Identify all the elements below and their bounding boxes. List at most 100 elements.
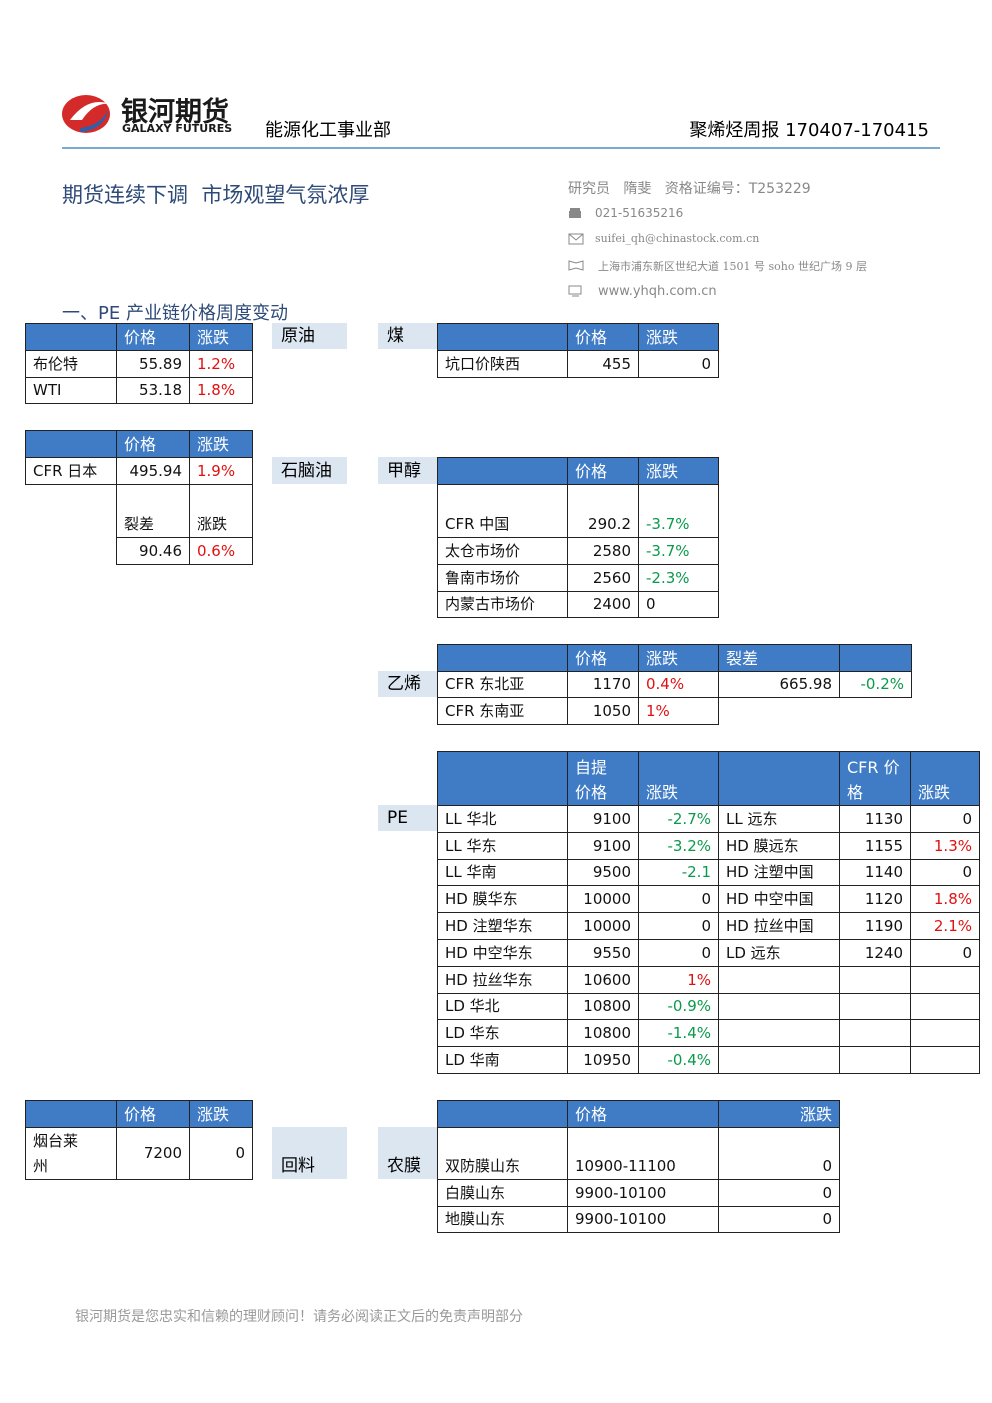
table-cell: HD 中空华东 <box>437 939 568 967</box>
table-cell: -3.7% <box>638 537 719 565</box>
table-cell: 地膜山东 <box>437 1206 568 1233</box>
header-cell: 涨跌 <box>910 751 980 806</box>
table-cell: HD 中空中国 <box>718 885 840 913</box>
table-cell <box>839 1046 911 1074</box>
sub-header-cell: 涨跌 <box>189 484 253 538</box>
table-cell: 坑口价陕西 <box>437 350 568 378</box>
table-cell: 2.1% <box>910 912 980 940</box>
header-cell <box>437 644 568 672</box>
category-label: 煤 <box>378 323 437 349</box>
sub-header-cell: 裂差 <box>116 484 190 538</box>
header-cell <box>25 323 117 351</box>
table-cell: LL 华南 <box>437 859 568 886</box>
category-label: 甲醇 <box>378 457 437 484</box>
header-cell <box>839 644 912 672</box>
table-cell: 0 <box>638 885 719 913</box>
header-cell: 涨跌 <box>189 1100 253 1128</box>
table-cell: 0 <box>638 912 719 940</box>
table-cell: 10800 <box>567 1019 639 1047</box>
header-cell: 价格 <box>567 457 639 485</box>
table-cell: -2.1 <box>638 859 719 886</box>
address-icon <box>568 260 584 271</box>
website: www.yhqh.com.cn <box>598 284 717 299</box>
table-cell: 1.2% <box>189 350 253 378</box>
table-cell: 0 <box>638 939 719 967</box>
table-cell: LD 华北 <box>437 993 568 1020</box>
table-cell: 1.8% <box>189 377 253 404</box>
table-cell <box>910 1019 980 1047</box>
table-cell: 1.3% <box>910 832 980 860</box>
table-cell: HD 注塑中国 <box>718 859 840 886</box>
table-cell: LL 华北 <box>437 805 568 833</box>
table-cell: -1.4% <box>638 1019 719 1047</box>
table-cell: 0 <box>638 350 719 378</box>
email: suifei_qh@chinastock.com.cn <box>595 232 760 245</box>
header-rule <box>62 147 940 149</box>
table-cell: 9900-10100 <box>567 1206 719 1233</box>
web-icon <box>568 285 582 297</box>
header-cell: 涨跌 <box>718 1100 840 1128</box>
table-cell: 0 <box>910 805 980 833</box>
table-cell: 10900-11100 <box>567 1127 719 1180</box>
table-cell: 0.6% <box>189 537 253 565</box>
email-icon <box>568 233 584 245</box>
table-cell: -0.2% <box>839 671 912 698</box>
header-cell <box>718 751 840 806</box>
table-cell: 双防膜山东 <box>437 1127 568 1180</box>
table-cell: 53.18 <box>116 377 190 404</box>
header-cell <box>437 1100 568 1128</box>
table-cell: 9100 <box>567 832 639 860</box>
table-cell: 0 <box>718 1179 840 1207</box>
table-cell <box>910 1046 980 1074</box>
table-cell <box>718 993 840 1020</box>
section-title: 一、PE 产业链价格周度变动 <box>62 303 288 324</box>
phone: 021-51635216 <box>595 206 684 220</box>
table-cell: -3.7% <box>638 484 719 538</box>
header-cell <box>25 430 117 458</box>
table-cell: 内蒙古市场价 <box>437 591 568 618</box>
table-cell: 9900-10100 <box>567 1179 719 1207</box>
table-cell: 0 <box>189 1127 253 1180</box>
table-cell: 1050 <box>567 697 639 725</box>
table-cell: 9100 <box>567 805 639 833</box>
table-cell: 9500 <box>567 859 639 886</box>
table-cell: 1190 <box>839 912 911 940</box>
table-cell: 1140 <box>839 859 911 886</box>
header-cell <box>437 457 568 485</box>
header-cell: 价格 <box>116 323 190 351</box>
phone-icon <box>569 208 581 218</box>
category-label: 原油 <box>272 323 347 349</box>
header-cell: 涨跌 <box>638 457 719 485</box>
table-cell <box>839 966 911 994</box>
table-cell: 1240 <box>839 939 911 967</box>
table-cell: CFR 东北亚 <box>437 671 568 698</box>
table-cell: 10950 <box>567 1046 639 1074</box>
table-cell: 9550 <box>567 939 639 967</box>
table-cell <box>718 1046 840 1074</box>
header-cell: 价格 <box>567 323 639 351</box>
logo-name: 银河期货 <box>121 97 229 128</box>
header-cell: 价格 <box>567 644 639 672</box>
header-cell <box>437 323 568 351</box>
table-cell: -0.4% <box>638 1046 719 1074</box>
header-cell: 涨跌 <box>189 323 253 351</box>
table-cell: 10000 <box>567 885 639 913</box>
category-label: 农膜 <box>378 1127 437 1179</box>
table-cell: LD 华南 <box>437 1046 568 1074</box>
table-cell: 665.98 <box>718 671 840 698</box>
table-cell: 0 <box>910 859 980 886</box>
table-cell: 1120 <box>839 885 911 913</box>
logo-english: GALAXY FUTURES <box>122 122 233 135</box>
header-cell <box>25 1100 117 1128</box>
table-cell: WTI <box>25 377 117 404</box>
table-cell: HD 拉丝华东 <box>437 966 568 994</box>
table-cell: 2560 <box>567 564 639 592</box>
table-cell: 10800 <box>567 993 639 1020</box>
header-cell <box>437 751 568 806</box>
table-cell <box>910 966 980 994</box>
table-cell: CFR 日本 <box>25 457 117 485</box>
table-cell: 白膜山东 <box>437 1179 568 1207</box>
table-cell: HD 注塑华东 <box>437 912 568 940</box>
header-cell: 裂差 <box>718 644 840 672</box>
